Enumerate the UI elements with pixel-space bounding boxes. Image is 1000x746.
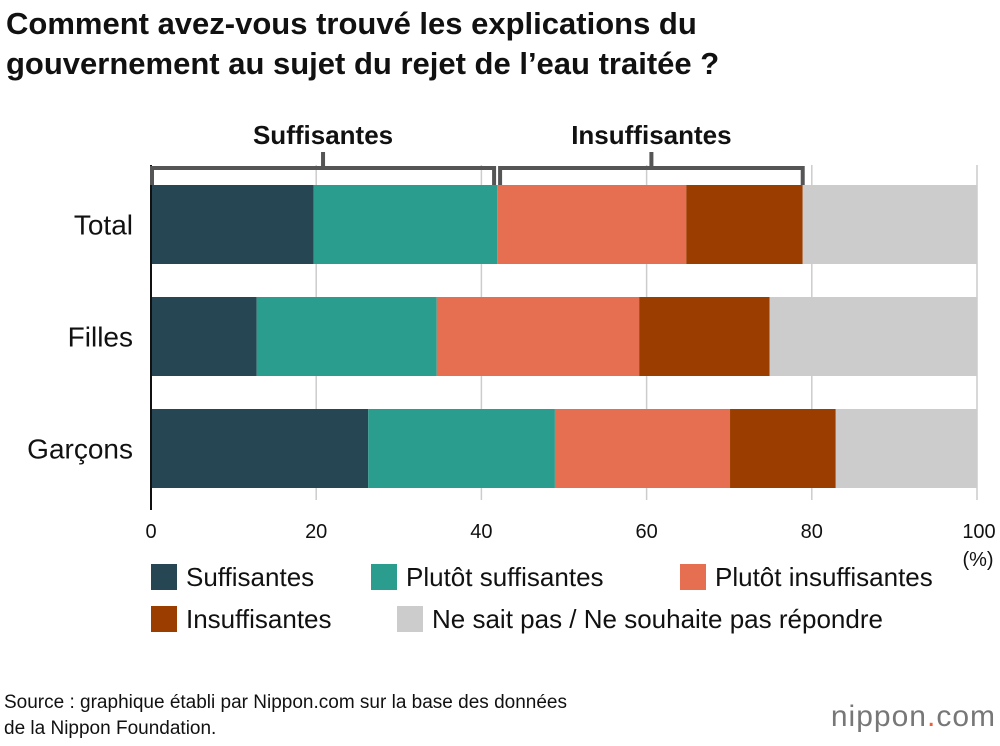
group-label: Insuffisantes: [571, 120, 731, 150]
legend-swatch: [151, 606, 177, 632]
group-bracket: [150, 152, 497, 185]
legend-swatch: [151, 564, 177, 590]
category-label: Total: [74, 210, 133, 241]
bar-segment: [769, 297, 977, 376]
legend-label: Plutôt insuffisantes: [715, 562, 933, 592]
chart-title: Comment avez-vous trouvé les explication…: [6, 4, 719, 84]
legend-swatch: [397, 606, 423, 632]
x-tick-label: 60: [635, 521, 657, 543]
x-tick-label: 0: [145, 521, 156, 543]
group-bracket: [498, 152, 805, 185]
bar-segment: [686, 185, 803, 264]
title-line: gouvernement au sujet du rejet de l’eau …: [6, 46, 720, 81]
category-label: Garçons: [27, 434, 133, 465]
bar-segment: [313, 185, 498, 264]
bar-segment: [497, 185, 687, 264]
bar-segment: [639, 297, 770, 376]
bar-segment: [151, 297, 257, 376]
legend-label: Suffisantes: [186, 562, 314, 592]
group-label: Suffisantes: [253, 120, 393, 150]
bar-segment: [256, 297, 437, 376]
nippon-logo: nippon.com: [830, 700, 996, 733]
x-tick-label: 20: [305, 521, 327, 543]
source-line: Source : graphique établi par Nippon.com…: [4, 692, 567, 713]
legend-label: Plutôt suffisantes: [406, 562, 604, 592]
legend-label: Insuffisantes: [186, 604, 332, 634]
bar-segment: [835, 409, 977, 488]
bar-segment: [151, 409, 369, 488]
x-tick-label: 40: [470, 521, 492, 543]
bar-segment: [151, 185, 314, 264]
bar-segment: [436, 297, 640, 376]
x-tick-label: 80: [801, 521, 823, 543]
bar-segment: [730, 409, 836, 488]
x-unit-label: (%): [962, 549, 993, 571]
source-line: de la Nippon Foundation.: [4, 718, 217, 739]
title-line: Comment avez-vous trouvé les explication…: [6, 6, 697, 41]
source-note: Source : graphique établi par Nippon.com…: [4, 690, 567, 742]
legend-swatch: [371, 564, 397, 590]
legend-swatch: [680, 564, 706, 590]
bar-segment: [554, 409, 731, 488]
legend-label: Ne sait pas / Ne souhaite pas répondre: [432, 604, 883, 634]
bar-segment: [368, 409, 555, 488]
bar-segment: [802, 185, 977, 264]
x-tick-label: 100: [962, 521, 995, 543]
category-label: Filles: [68, 322, 133, 353]
